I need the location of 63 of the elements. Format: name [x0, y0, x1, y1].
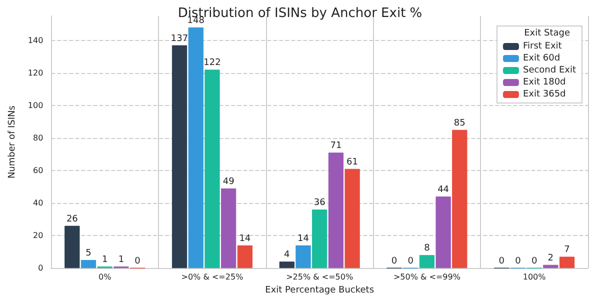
data-label: 137 [170, 34, 188, 44]
data-label: 85 [454, 118, 466, 128]
bar [312, 210, 328, 268]
bar [279, 262, 294, 268]
y-tick-label: 60 [32, 166, 44, 176]
y-tick-label: 40 [32, 198, 44, 208]
legend-label: First Exit [522, 42, 562, 52]
bar [188, 27, 204, 268]
legend-label: Second Exit [522, 66, 576, 76]
data-label: 14 [298, 234, 310, 244]
data-label: 0 [515, 256, 522, 266]
y-tick-label: 0 [38, 264, 44, 273]
bar [419, 255, 435, 268]
data-label: 148 [187, 16, 205, 26]
data-label: 2 [548, 253, 554, 264]
bar [559, 256, 575, 268]
y-tick-label: 120 [28, 68, 44, 78]
data-label: 7 [564, 245, 570, 256]
bar [543, 264, 558, 268]
bar [204, 70, 220, 268]
x-tick-label: 0% [98, 272, 112, 282]
data-label: 0 [408, 256, 414, 266]
data-label: 1 [102, 254, 108, 265]
data-label: 4 [284, 250, 290, 260]
bar [296, 245, 311, 268]
x-tick-label: >50% & <=99% [393, 272, 461, 282]
data-label: 1 [118, 254, 124, 265]
x-axis-title: Exit Percentage Buckets [265, 286, 374, 296]
legend-label: Exit 180d [522, 78, 566, 88]
data-label: 49 [222, 176, 235, 187]
data-label: 8 [424, 244, 430, 254]
bar [80, 260, 96, 268]
legend-label: Exit 365d [522, 90, 566, 100]
bar [237, 245, 252, 268]
y-tick-label: 80 [32, 133, 44, 142]
data-label: 61 [346, 157, 358, 168]
legend-label: Exit 60d [522, 54, 560, 64]
data-label: 14 [239, 234, 251, 244]
bar [221, 188, 236, 268]
x-tick-label: 100% [522, 272, 546, 282]
data-label: 0 [391, 256, 398, 266]
bar [328, 152, 344, 268]
bar [452, 130, 468, 268]
data-label: 5 [86, 248, 92, 258]
bar [344, 168, 360, 268]
data-label: 0 [498, 256, 505, 266]
data-label: 122 [204, 58, 221, 68]
bar [64, 226, 80, 268]
data-label: 26 [66, 214, 78, 224]
bar [172, 45, 188, 268]
y-axis-title: Number of ISINs [8, 105, 18, 179]
legend-title: Exit Stage [524, 28, 570, 38]
data-label: 0 [531, 256, 538, 266]
y-tick-label: 140 [28, 36, 44, 45]
x-tick-label: >25% & <=50% [286, 272, 354, 282]
y-tick-label: 100 [28, 100, 44, 110]
data-label: 36 [314, 198, 326, 208]
bar [436, 196, 451, 268]
x-tick-label: >0% & <=25% [181, 272, 244, 282]
data-label: 71 [330, 141, 342, 152]
y-tick-label: 20 [32, 231, 44, 240]
data-label: 44 [438, 185, 450, 196]
data-label: 0 [134, 256, 141, 266]
